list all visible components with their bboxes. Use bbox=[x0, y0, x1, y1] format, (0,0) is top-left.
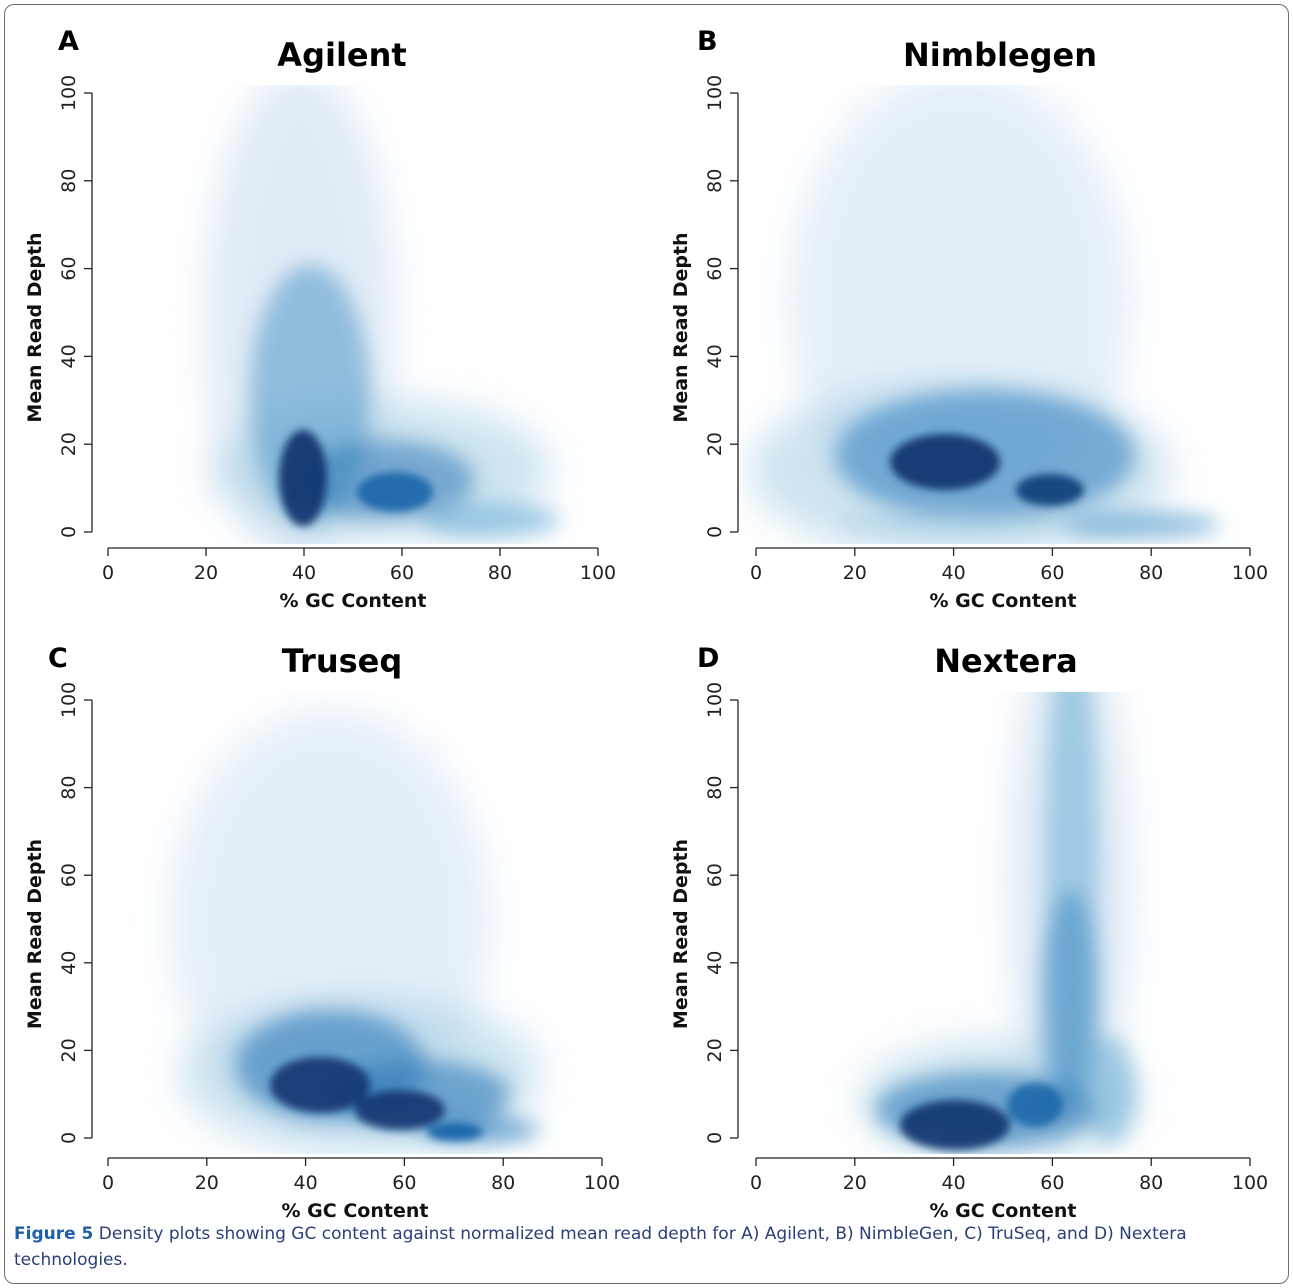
density-blob bbox=[835, 514, 1075, 530]
panel-letter: B bbox=[697, 26, 718, 57]
y-tick-label: 60 bbox=[704, 257, 726, 281]
density-layer-core bbox=[890, 434, 1084, 506]
x-tick-label: 20 bbox=[195, 1172, 219, 1194]
y-axis-title: Mean Read Depth bbox=[24, 839, 46, 1029]
x-tick-label: 0 bbox=[102, 562, 114, 584]
axes: 0 20 40 60 80 100 0 20 40 60 80 100 % GC Content Mean… bbox=[24, 682, 620, 1220]
x-tick-label: 20 bbox=[843, 1172, 867, 1194]
x-axis-title: % GC Content bbox=[930, 590, 1077, 612]
y-tick-label: 80 bbox=[58, 776, 80, 800]
x-tick-label: 60 bbox=[1040, 562, 1064, 584]
x-tick-label: 0 bbox=[102, 1172, 114, 1194]
x-tick-label: 40 bbox=[942, 1172, 966, 1194]
y-tick-label: 100 bbox=[704, 682, 726, 718]
x-tick-label: 100 bbox=[584, 1172, 620, 1194]
panel-nextera: D Nextera 0 20 40 60 80 100 0 20 40 60 80 100 % GC C… bbox=[670, 642, 1268, 1220]
x-tick-label: 80 bbox=[491, 1172, 515, 1194]
density-peak bbox=[890, 434, 1000, 490]
x-axis-title: % GC Content bbox=[930, 1200, 1077, 1220]
y-tick-label: 100 bbox=[704, 75, 726, 111]
x-tick-label: 100 bbox=[1232, 1172, 1268, 1194]
x-tick-label: 20 bbox=[194, 562, 218, 584]
density-layer-core bbox=[270, 1057, 483, 1141]
y-tick-label: 0 bbox=[704, 1132, 726, 1144]
y-axis-title: Mean Read Depth bbox=[670, 839, 692, 1029]
y-tick-label: 40 bbox=[58, 951, 80, 975]
x-tick-label: 80 bbox=[488, 562, 512, 584]
y-tick-label: 20 bbox=[704, 432, 726, 456]
panel-truseq: C Truseq 0 20 40 60 80 100 0 20 40 60 80 100 % GC Co… bbox=[24, 642, 620, 1220]
x-axis-title: % GC Content bbox=[282, 1200, 429, 1220]
y-tick-label: 80 bbox=[704, 776, 726, 800]
panel-nimblegen: B Nimblegen 0 20 40 60 80 100 0 20 40 60 80 100 % GC… bbox=[670, 26, 1268, 612]
density-layer-core bbox=[279, 430, 433, 526]
y-tick-label: 40 bbox=[704, 344, 726, 368]
caption-label: Figure 5 bbox=[14, 1224, 94, 1244]
axes: 0 20 40 60 80 100 0 20 40 60 80 100 % GC Content Mean… bbox=[670, 682, 1268, 1220]
panel-title: Nimblegen bbox=[903, 36, 1097, 74]
x-tick-label: 40 bbox=[294, 1172, 318, 1194]
figure-caption: Figure 5 Density plots showing GC conten… bbox=[14, 1221, 1264, 1273]
x-tick-label: 40 bbox=[942, 562, 966, 584]
x-tick-label: 60 bbox=[390, 562, 414, 584]
y-axis-title: Mean Read Depth bbox=[670, 232, 692, 422]
figure-frame bbox=[4, 4, 1289, 1284]
y-tick-label: 20 bbox=[58, 1038, 80, 1062]
panel-title: Truseq bbox=[282, 642, 403, 680]
density-blob bbox=[1085, 1035, 1135, 1145]
density-blob bbox=[1060, 511, 1220, 539]
x-tick-label: 80 bbox=[1139, 1172, 1163, 1194]
y-tick-label: 0 bbox=[58, 526, 80, 538]
panel-letter: D bbox=[697, 643, 719, 674]
y-tick-label: 100 bbox=[58, 75, 80, 111]
x-tick-label: 60 bbox=[1040, 1172, 1064, 1194]
panel-letter: A bbox=[58, 26, 79, 57]
density-peak bbox=[279, 430, 327, 526]
panel-agilent: A Agilent 0 20 40 60 80 100 0 20 40 60 80 100 % GC C… bbox=[24, 26, 616, 612]
density-peak bbox=[1007, 1083, 1063, 1127]
y-tick-label: 60 bbox=[704, 863, 726, 887]
axes: 0 20 40 60 80 100 0 20 40 60 80 100 % GC Content Mean… bbox=[24, 75, 616, 612]
density-blob bbox=[420, 502, 560, 538]
x-tick-label: 0 bbox=[750, 562, 762, 584]
y-tick-label: 60 bbox=[58, 257, 80, 281]
y-tick-label: 20 bbox=[58, 432, 80, 456]
y-tick-label: 40 bbox=[58, 344, 80, 368]
y-tick-label: 80 bbox=[58, 169, 80, 193]
x-tick-label: 40 bbox=[292, 562, 316, 584]
figure-panels: A Agilent 0 20 40 60 80 100 0 20 40 60 80 100 % GC C… bbox=[24, 26, 1268, 1220]
panel-title: Agilent bbox=[277, 36, 406, 74]
density-peak bbox=[355, 1090, 445, 1130]
y-tick-label: 0 bbox=[58, 1132, 80, 1144]
x-tick-label: 100 bbox=[580, 562, 616, 584]
x-tick-label: 60 bbox=[392, 1172, 416, 1194]
y-tick-label: 40 bbox=[704, 951, 726, 975]
x-tick-label: 20 bbox=[843, 562, 867, 584]
y-tick-label: 100 bbox=[58, 682, 80, 718]
x-tick-label: 0 bbox=[750, 1172, 762, 1194]
density-layer-core bbox=[900, 1083, 1063, 1150]
y-tick-label: 80 bbox=[704, 169, 726, 193]
density-peak bbox=[270, 1057, 370, 1113]
density-peak bbox=[357, 472, 433, 512]
y-tick-label: 20 bbox=[704, 1038, 726, 1062]
density-peak bbox=[1016, 474, 1084, 506]
y-tick-label: 60 bbox=[58, 863, 80, 887]
density-blob bbox=[1040, 890, 1100, 1110]
y-tick-label: 0 bbox=[704, 526, 726, 538]
panel-letter: C bbox=[48, 643, 68, 674]
panel-title: Nextera bbox=[934, 642, 1078, 680]
density-peak bbox=[900, 1100, 1010, 1150]
caption-text: Density plots showing GC content against… bbox=[14, 1224, 1187, 1270]
x-tick-label: 80 bbox=[1139, 562, 1163, 584]
axes: 0 20 40 60 80 100 0 20 40 60 80 100 % GC Content Mean… bbox=[670, 75, 1268, 612]
x-tick-label: 100 bbox=[1232, 562, 1268, 584]
x-axis-title: % GC Content bbox=[280, 590, 427, 612]
density-peak bbox=[427, 1123, 483, 1141]
y-axis-title: Mean Read Depth bbox=[24, 232, 46, 422]
